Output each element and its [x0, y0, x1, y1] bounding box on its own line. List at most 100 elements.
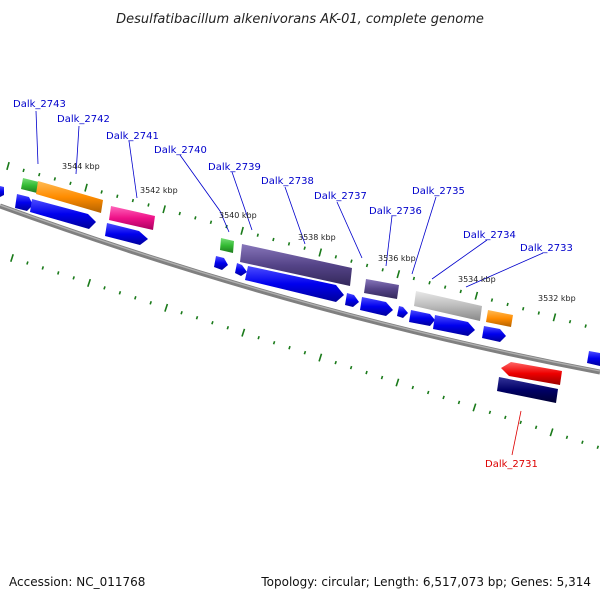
- tick-mark: [442, 395, 445, 400]
- callout-line: [179, 154, 230, 233]
- tick-mark: [256, 233, 259, 237]
- callout-line: [411, 196, 437, 275]
- callout-line: [336, 201, 363, 259]
- kbp-label: 3536 kbp: [378, 254, 416, 263]
- gene-arrow[interactable]: [30, 199, 96, 229]
- gene-bar[interactable]: [0, 186, 4, 197]
- callout-line: [431, 239, 488, 280]
- map-title: Desulfatibacillum alkenivorans AK-01, co…: [116, 12, 484, 27]
- tick-mark: [490, 298, 494, 302]
- callout-line: [75, 125, 80, 175]
- tick-mark: [272, 340, 276, 345]
- kbp-label: 3538 kbp: [298, 233, 336, 242]
- gene-arrow[interactable]: [245, 266, 344, 302]
- tick-mark: [195, 316, 199, 320]
- tick-mark: [41, 266, 45, 270]
- tick-mark: [395, 378, 400, 387]
- gene-arrow-reverse[interactable]: [501, 362, 562, 385]
- tick-mark: [457, 400, 461, 405]
- tick-mark: [103, 286, 106, 290]
- gene-bar[interactable]: [220, 238, 234, 253]
- tick-mark: [428, 280, 431, 285]
- tick-mark: [116, 194, 119, 198]
- gene-label-dalk-2735[interactable]: Dalk_2735: [412, 186, 465, 197]
- gene-callouts: [35, 110, 544, 288]
- tick-mark: [472, 403, 477, 412]
- tick-mark: [69, 181, 72, 186]
- gene-bar[interactable]: [36, 181, 103, 213]
- gene-arrow[interactable]: [360, 297, 393, 316]
- tick-mark: [504, 415, 507, 420]
- tick-mark: [411, 385, 415, 390]
- gene-bar[interactable]: [364, 279, 399, 299]
- gene-bar[interactable]: [109, 206, 155, 230]
- tick-mark: [318, 248, 323, 257]
- kbp-labels: 3544 kbp 3542 kbp 3540 kbp 3538 kbp 3536…: [62, 162, 576, 303]
- kbp-label: 3532 kbp: [538, 294, 576, 303]
- feature-band-blue: [15, 194, 600, 366]
- gene-bar[interactable]: [414, 291, 482, 321]
- gene-arrow[interactable]: [214, 256, 228, 270]
- gene-arrow[interactable]: [587, 351, 600, 366]
- tick-mark: [584, 324, 587, 328]
- callout-line-red: [511, 410, 522, 456]
- gene-label-dalk-2740[interactable]: Dalk_2740: [154, 145, 207, 156]
- gene-label-dalk-2738[interactable]: Dalk_2738: [261, 176, 314, 187]
- tick-mark: [426, 390, 430, 395]
- gene-label-dalk-2743[interactable]: Dalk_2743: [13, 99, 66, 110]
- gene-arrow[interactable]: [482, 326, 506, 342]
- tick-mark: [412, 276, 416, 281]
- tick-mark: [549, 428, 554, 437]
- tick-mark: [287, 242, 291, 246]
- feature-band-reverse: [497, 362, 562, 403]
- kbp-label: 3534 kbp: [458, 275, 496, 284]
- tick-mark: [38, 172, 41, 177]
- tick-mark: [162, 205, 166, 214]
- tick-mark: [134, 296, 137, 300]
- gene-arrow[interactable]: [433, 315, 475, 336]
- tick-mark: [149, 301, 152, 305]
- tick-mark: [474, 291, 479, 300]
- tick-mark: [396, 270, 401, 279]
- gene-label-dalk-2739[interactable]: Dalk_2739: [208, 162, 261, 173]
- tick-mark: [488, 410, 492, 415]
- tick-mark: [194, 216, 197, 220]
- callout-line: [35, 110, 39, 165]
- tick-mark: [147, 203, 150, 207]
- backbone-highlight: [0, 204, 600, 372]
- callout-line: [128, 140, 138, 199]
- gene-label-dalk-2733[interactable]: Dalk_2733: [520, 243, 573, 254]
- tick-mark: [350, 259, 353, 263]
- gene-label-dalk-2741[interactable]: Dalk_2741: [106, 131, 159, 142]
- gene-label-dalk-2736[interactable]: Dalk_2736: [369, 206, 422, 217]
- callout-line: [284, 186, 306, 245]
- gene-arrow[interactable]: [105, 223, 148, 245]
- gene-arrow[interactable]: [235, 263, 247, 276]
- gene-arrow[interactable]: [345, 293, 359, 307]
- tick-mark: [381, 268, 384, 272]
- tick-mark: [365, 263, 369, 268]
- genome-backbone: [0, 203, 600, 375]
- tick-mark: [211, 320, 214, 325]
- tick-mark: [349, 365, 353, 370]
- gene-bar[interactable]: [21, 178, 39, 193]
- gene-arrow[interactable]: [15, 194, 33, 211]
- tick-mark: [303, 246, 306, 250]
- tick-mark: [57, 271, 60, 275]
- gene-bar[interactable]: [486, 310, 513, 327]
- gene-arrow[interactable]: [409, 310, 435, 326]
- tick-mark: [240, 226, 244, 235]
- gene-label-dalk-2731[interactable]: Dalk_2731: [485, 459, 538, 470]
- gene-bar[interactable]: [240, 244, 352, 286]
- tick-mark: [519, 420, 522, 425]
- callout-line: [465, 252, 544, 288]
- gene-arrow[interactable]: [397, 306, 408, 318]
- gene-bar[interactable]: [497, 377, 558, 403]
- gene-label-dalk-2737[interactable]: Dalk_2737: [314, 191, 367, 202]
- gene-label-dalk-2734[interactable]: Dalk_2734: [463, 230, 516, 241]
- gene-label-dalk-2742[interactable]: Dalk_2742: [57, 114, 110, 125]
- kbp-label: 3540 kbp: [219, 211, 257, 220]
- tick-mark: [288, 345, 291, 350]
- callout-line: [231, 171, 253, 231]
